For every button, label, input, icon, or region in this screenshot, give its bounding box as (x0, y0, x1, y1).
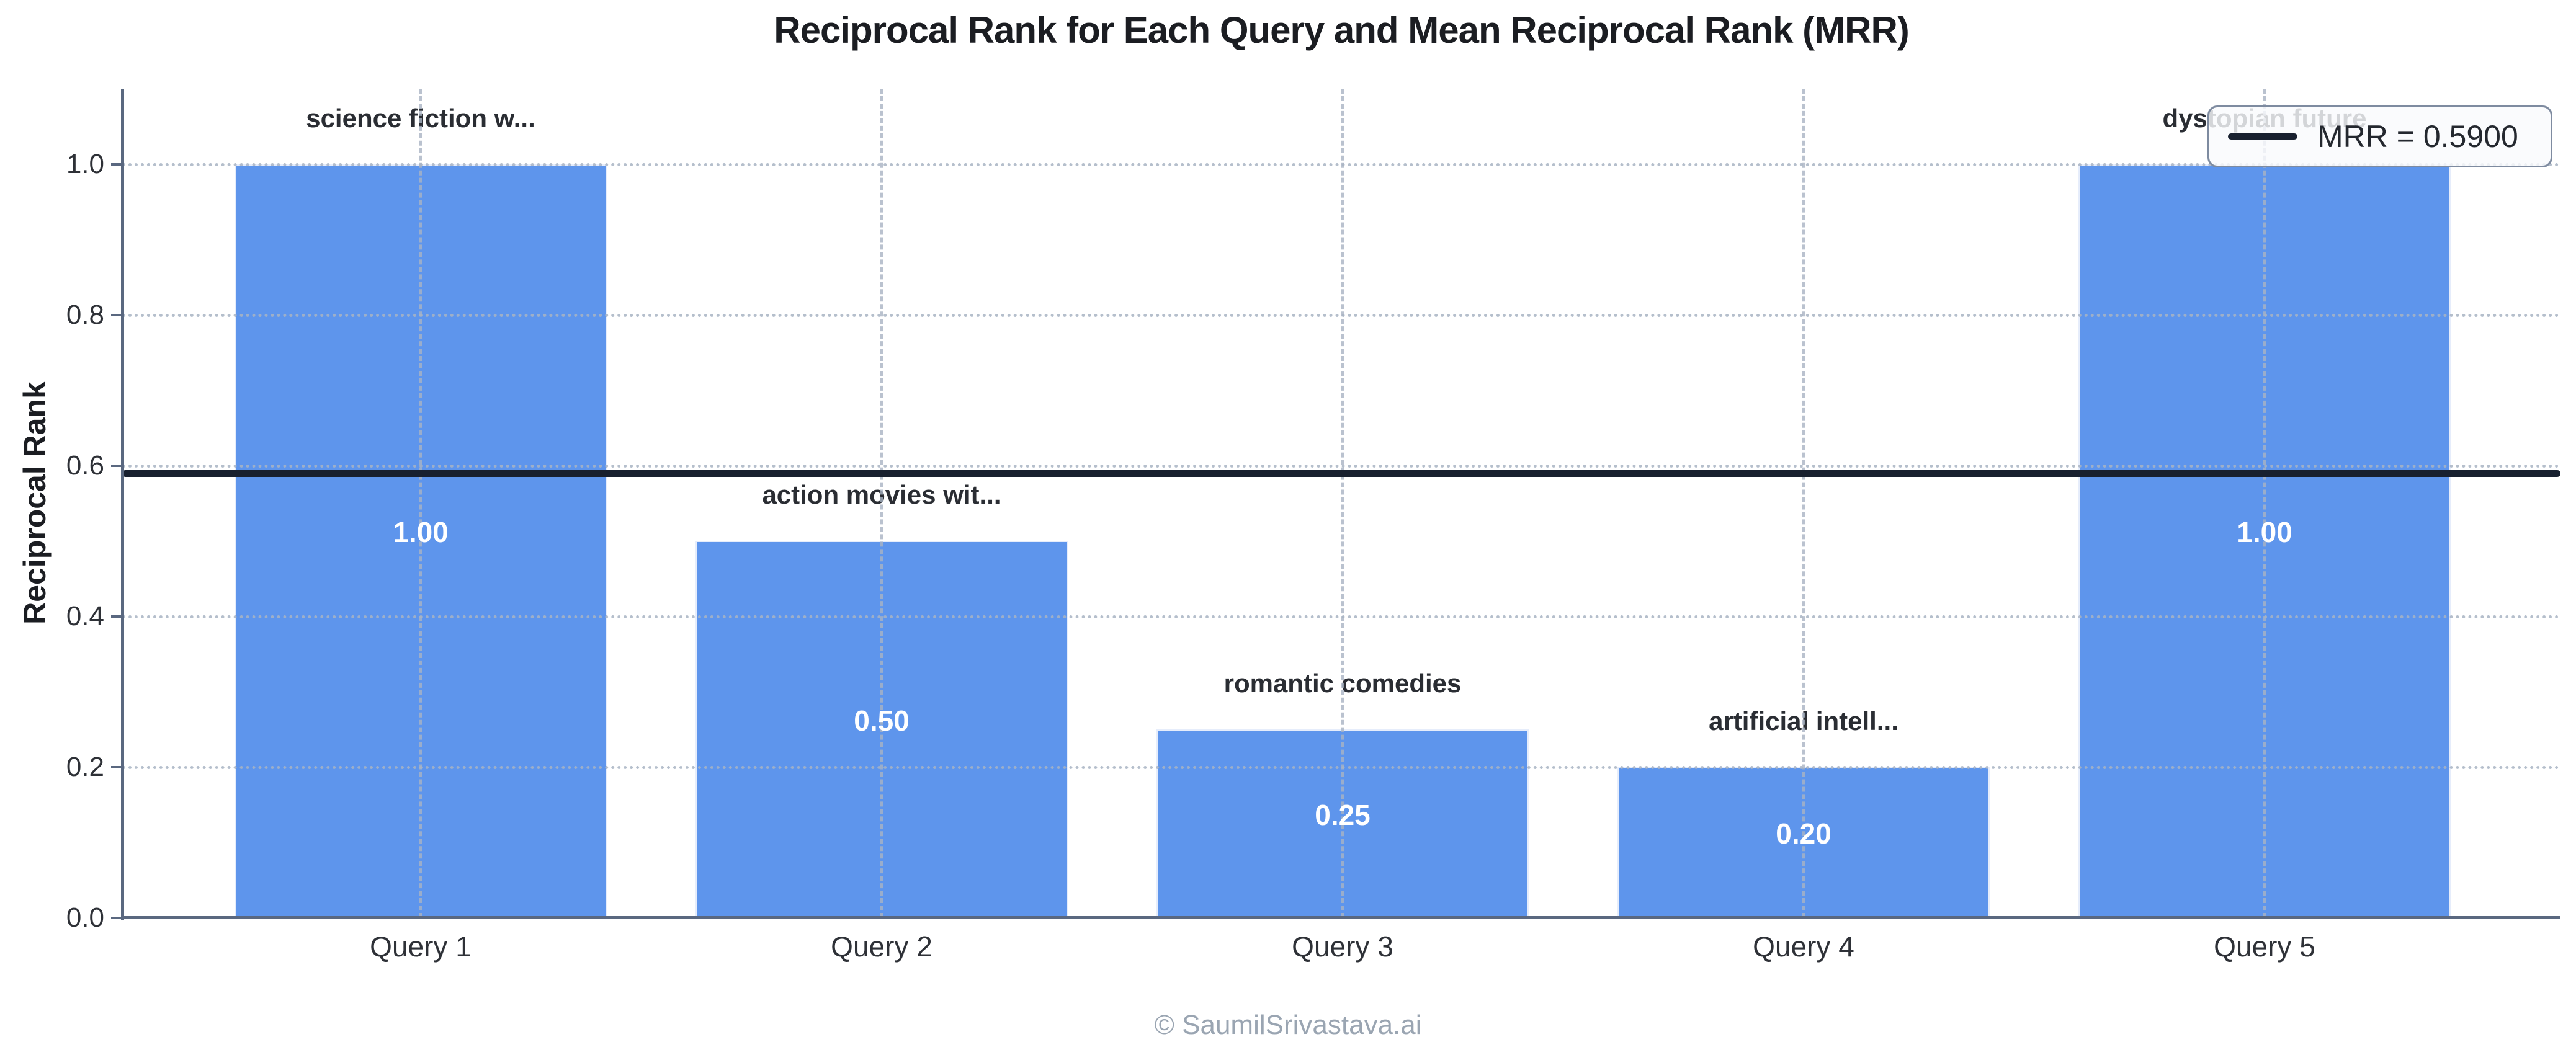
legend: MRR = 0.5900 (2207, 105, 2552, 167)
y-tick-mark (111, 162, 122, 166)
y-tick-label: 1.0 (66, 148, 104, 179)
axis-spine-bottom (121, 916, 2560, 919)
x-tick-label: Query 2 (831, 930, 932, 963)
legend-line-swatch (2228, 133, 2297, 140)
x-tick-label: Query 5 (2214, 930, 2315, 963)
x-tick-label: Query 4 (1753, 930, 1854, 963)
bar-value-label: 0.20 (1776, 817, 1831, 850)
chart-title: Reciprocal Rank for Each Query and Mean … (774, 9, 1910, 51)
axis-spine-left (121, 89, 124, 920)
gridline-vertical (1802, 89, 1805, 918)
y-tick-label: 0.0 (66, 902, 104, 933)
bar-value-label: 1.00 (2237, 516, 2292, 549)
legend-label: MRR = 0.5900 (2317, 119, 2518, 154)
plot-area: 1.00 science fiction w... 0.50 action movie… (122, 89, 2560, 918)
gridline-vertical (2263, 89, 2266, 918)
gridline-vertical (419, 89, 422, 918)
x-tick-label: Query 1 (370, 930, 472, 963)
bar-value-label: 1.00 (393, 516, 449, 549)
y-tick-label: 0.4 (66, 600, 104, 631)
y-tick-mark (111, 917, 122, 919)
gridline-vertical (1341, 89, 1344, 918)
y-tick-mark (111, 313, 122, 316)
y-tick-mark (111, 464, 122, 467)
y-tick-mark (111, 765, 122, 768)
y-tick-label: 0.8 (66, 299, 104, 330)
y-tick-label: 0.6 (66, 450, 104, 481)
footer-credit: © SaumilSrivastava.ai (1154, 1010, 1422, 1040)
y-tick-label: 0.2 (66, 751, 104, 782)
bar-value-label: 0.25 (1315, 799, 1371, 832)
y-tick-mark (111, 615, 122, 618)
x-tick-label: Query 3 (1292, 930, 1393, 963)
mrr-mean-line (122, 470, 2560, 477)
bar-value-label: 0.50 (854, 705, 910, 737)
gridline-vertical (880, 89, 883, 918)
